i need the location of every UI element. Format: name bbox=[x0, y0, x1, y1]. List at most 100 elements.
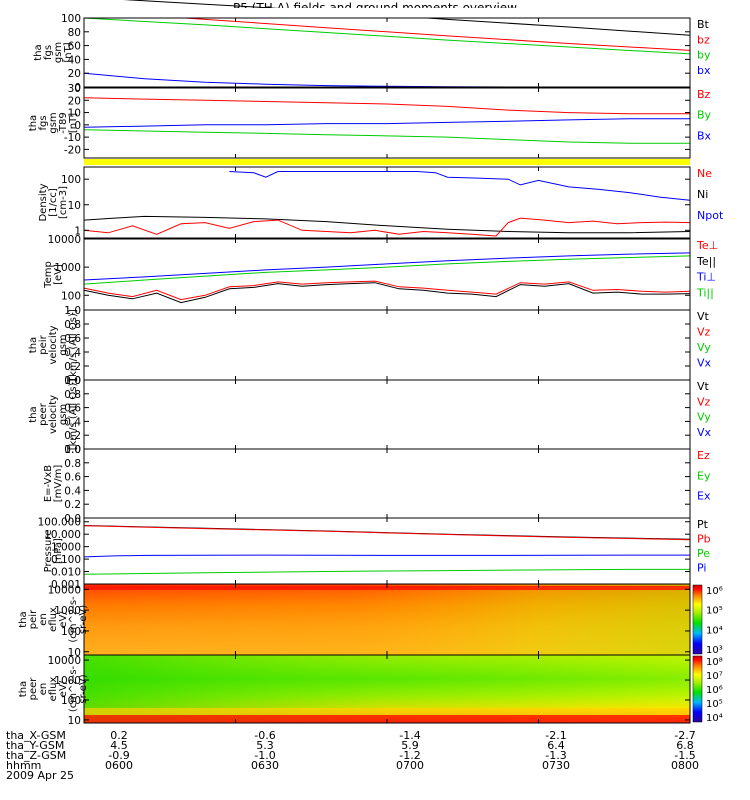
panel-frame bbox=[83, 17, 691, 88]
y-axis-label: tha bbox=[18, 681, 29, 697]
panel-frame bbox=[83, 87, 691, 159]
y-tick-label: 0.6 bbox=[64, 403, 81, 415]
eph-z-0: -0.9 bbox=[108, 749, 130, 762]
y-tick-label: 0.4 bbox=[64, 416, 81, 428]
y-axis-label: Pressure bbox=[43, 530, 54, 573]
y-axis-label: peer bbox=[28, 677, 39, 701]
colorbar-tick-label: 10⁶ bbox=[706, 685, 723, 696]
y-axis-label: [mV/m] bbox=[53, 465, 64, 503]
legend-entry: Npot bbox=[697, 209, 724, 222]
legend-entry: Te⊥ bbox=[696, 239, 718, 252]
series-line bbox=[83, 525, 691, 541]
y-tick-label: 1.000 bbox=[51, 542, 81, 554]
y-tick-label: 10000 bbox=[48, 234, 81, 246]
panel-peir-velocity: 0.0 0.2 0.4 0.6 0.8 1.0 tha peir velocity gsm [km/… bbox=[28, 305, 712, 387]
y-axis-label: [1/cc] bbox=[48, 188, 59, 217]
y-axis-label: E=-VxB bbox=[43, 465, 54, 502]
y-axis-label: eflux bbox=[48, 677, 59, 702]
y-tick-label: 20 bbox=[68, 95, 81, 107]
y-tick-label: 1 bbox=[74, 225, 81, 237]
series-line bbox=[83, 568, 690, 575]
y-tick-label: 1.0 bbox=[64, 305, 81, 317]
legend-entry: By bbox=[697, 109, 712, 122]
y-tick-label: 1000 bbox=[54, 675, 81, 687]
y-axis-label: (cm^2-s- bbox=[68, 665, 79, 712]
legend-entry: Te|| bbox=[696, 255, 716, 268]
panel-frame bbox=[83, 448, 691, 519]
legend-entry: Vz bbox=[697, 395, 711, 408]
colorbar-tick-label: 10⁵ bbox=[706, 699, 723, 710]
y-tick-label: 0.4 bbox=[64, 347, 81, 359]
y-tick-label: 1000 bbox=[54, 605, 81, 617]
panel-density: 1 10 100 Density [1/cc] [cm-3] Ne Ni Npot bbox=[38, 166, 724, 239]
y-axis-label: [eV] bbox=[53, 264, 64, 285]
y-tick-label: 0.6 bbox=[64, 333, 81, 345]
legend-entry: Vt bbox=[697, 380, 710, 393]
y-axis-label: eV/ bbox=[58, 611, 69, 628]
legend-entry: Vt bbox=[697, 310, 710, 323]
eph-label-z: tha_Z-GSM bbox=[6, 749, 67, 762]
colorbar bbox=[692, 584, 703, 655]
y-axis-label: tha bbox=[28, 337, 39, 353]
y-axis-label: Density bbox=[38, 183, 49, 221]
eph-label-y: tha_Y-GSM bbox=[6, 739, 65, 752]
y-tick-label: 100 bbox=[61, 174, 81, 186]
y-axis-label: [km/s (All Qs)] bbox=[68, 379, 79, 451]
y-tick-label: 10000 bbox=[48, 584, 81, 596]
panel-efield: 0.0 0.2 0.40.6 0.8 1.0 E=-VxB [mV/m] Ez Ey Ex bbox=[43, 444, 711, 525]
legend-entry: bz bbox=[697, 33, 710, 46]
eph-t-1: 0630 bbox=[251, 759, 279, 772]
y-tick-label: -10 bbox=[64, 132, 81, 144]
series-line bbox=[83, 554, 690, 558]
spectrogram-band bbox=[84, 708, 690, 715]
series-line bbox=[83, 118, 690, 128]
y-axis-label: [nPa] bbox=[53, 538, 64, 564]
y-axis-label: gsm bbox=[48, 112, 59, 133]
y-tick-label: 30 bbox=[68, 83, 81, 95]
eph-y-2: 5.9 bbox=[401, 739, 419, 752]
eph-y-3: 6.4 bbox=[547, 739, 565, 752]
y-tick-label: 40 bbox=[68, 54, 81, 66]
y-tick-label: 0.6 bbox=[64, 472, 81, 484]
y-tick-label: 80 bbox=[68, 27, 81, 39]
legend-entry: Pi bbox=[697, 562, 706, 575]
series-line bbox=[83, 129, 690, 144]
colorbar-tick-label: 10³ bbox=[706, 645, 723, 656]
colorbar-tick-label: 10⁷ bbox=[706, 671, 723, 682]
y-axis-label: fgs bbox=[38, 115, 49, 130]
y-tick-label: 60 bbox=[68, 41, 81, 53]
frame-mask bbox=[84, 8, 690, 18]
y-axis-label: en bbox=[38, 683, 49, 696]
legend-entry: Vz bbox=[697, 326, 711, 339]
y-tick-label: 100 bbox=[61, 290, 81, 302]
y-tick-label: 1.0 bbox=[64, 444, 81, 456]
y-tick-label: 10 bbox=[68, 200, 81, 212]
y-tick-label: 0.4 bbox=[64, 485, 81, 497]
panel-ion-spectrogram: 10³ 10⁴ 10⁵ 10⁶ 10 100 1000 10000 tha peir en eflux… bbox=[18, 583, 723, 659]
y-tick-label: 0.8 bbox=[64, 458, 81, 470]
y-axis-label: velocity bbox=[48, 395, 59, 434]
y-axis-label: en bbox=[38, 613, 49, 626]
series-line bbox=[83, 280, 691, 301]
legend-entry: Ni bbox=[697, 188, 708, 201]
y-tick-label: 10 bbox=[68, 108, 81, 120]
y-axis-label: [km/s (All Qs)] bbox=[68, 309, 79, 381]
colorbar-tick-label: 10⁶ bbox=[706, 586, 723, 597]
y-tick-label: 0.0 bbox=[64, 375, 81, 387]
eph-label-x: tha_X-GSM bbox=[6, 729, 66, 742]
panel-temperature: 100 1000 10000 Temp [eV] Te⊥ Te|| Ti⊥ Ti|| bbox=[43, 234, 718, 311]
legend-entry: Bz bbox=[697, 88, 711, 101]
eph-y-1: 5.3 bbox=[256, 739, 274, 752]
y-tick-label: 0.8 bbox=[64, 319, 81, 331]
series-line bbox=[83, 215, 691, 234]
y-tick-label: 0.8 bbox=[64, 389, 81, 401]
y-axis-label: peer bbox=[38, 402, 49, 426]
y-axis-label: [nT] bbox=[63, 42, 74, 62]
y-tick-label: 100 bbox=[61, 13, 81, 25]
legend-entry: Bx bbox=[697, 129, 712, 142]
y-axis-label: eflux bbox=[48, 607, 59, 632]
colorbar-tick-label: 10⁸ bbox=[706, 657, 723, 668]
y-axis-label: Temp bbox=[43, 261, 54, 289]
